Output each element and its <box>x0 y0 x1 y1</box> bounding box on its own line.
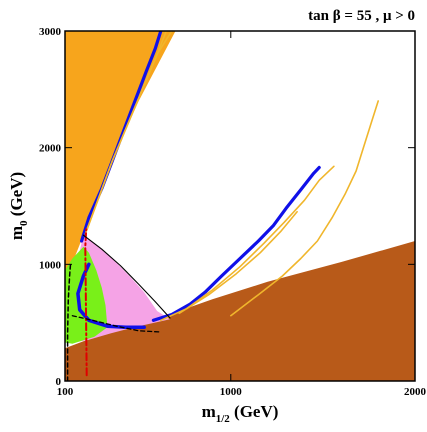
chart-title: tan β = 55 , μ > 0 <box>308 8 415 24</box>
line-layer <box>66 31 380 381</box>
y-axis-label: m0 (GeV) <box>7 172 30 240</box>
x-tick-label: 2000 <box>404 386 427 398</box>
line-gold-lower-c <box>178 211 298 315</box>
line-gold-lower-b <box>230 100 380 317</box>
tick-layer: 100 1000 2000 0 1000 2000 3000 <box>39 26 427 398</box>
line-black-dashed-diagonal <box>71 315 162 333</box>
y-tick-label: 0 <box>56 376 62 388</box>
line-black-boundary <box>82 234 171 319</box>
region-brown <box>65 241 415 381</box>
y-tick-label: 1000 <box>39 259 62 271</box>
region-orange <box>65 31 176 276</box>
y-tick-label: 2000 <box>39 143 62 155</box>
line-blue-strip-lower <box>151 165 321 322</box>
line-gold-upper-b <box>84 31 168 235</box>
y-tick-label: 3000 <box>39 26 62 38</box>
x-tick-label: 100 <box>57 386 74 398</box>
line-red-dashdot <box>84 228 88 377</box>
line-black-dashed-vertical <box>66 263 72 381</box>
x-tick-label: 1000 <box>220 386 243 398</box>
x-axis-label: m1/2 (GeV) <box>202 402 279 425</box>
plot-frame <box>64 30 416 382</box>
line-blue-strip-upper <box>79 31 163 243</box>
